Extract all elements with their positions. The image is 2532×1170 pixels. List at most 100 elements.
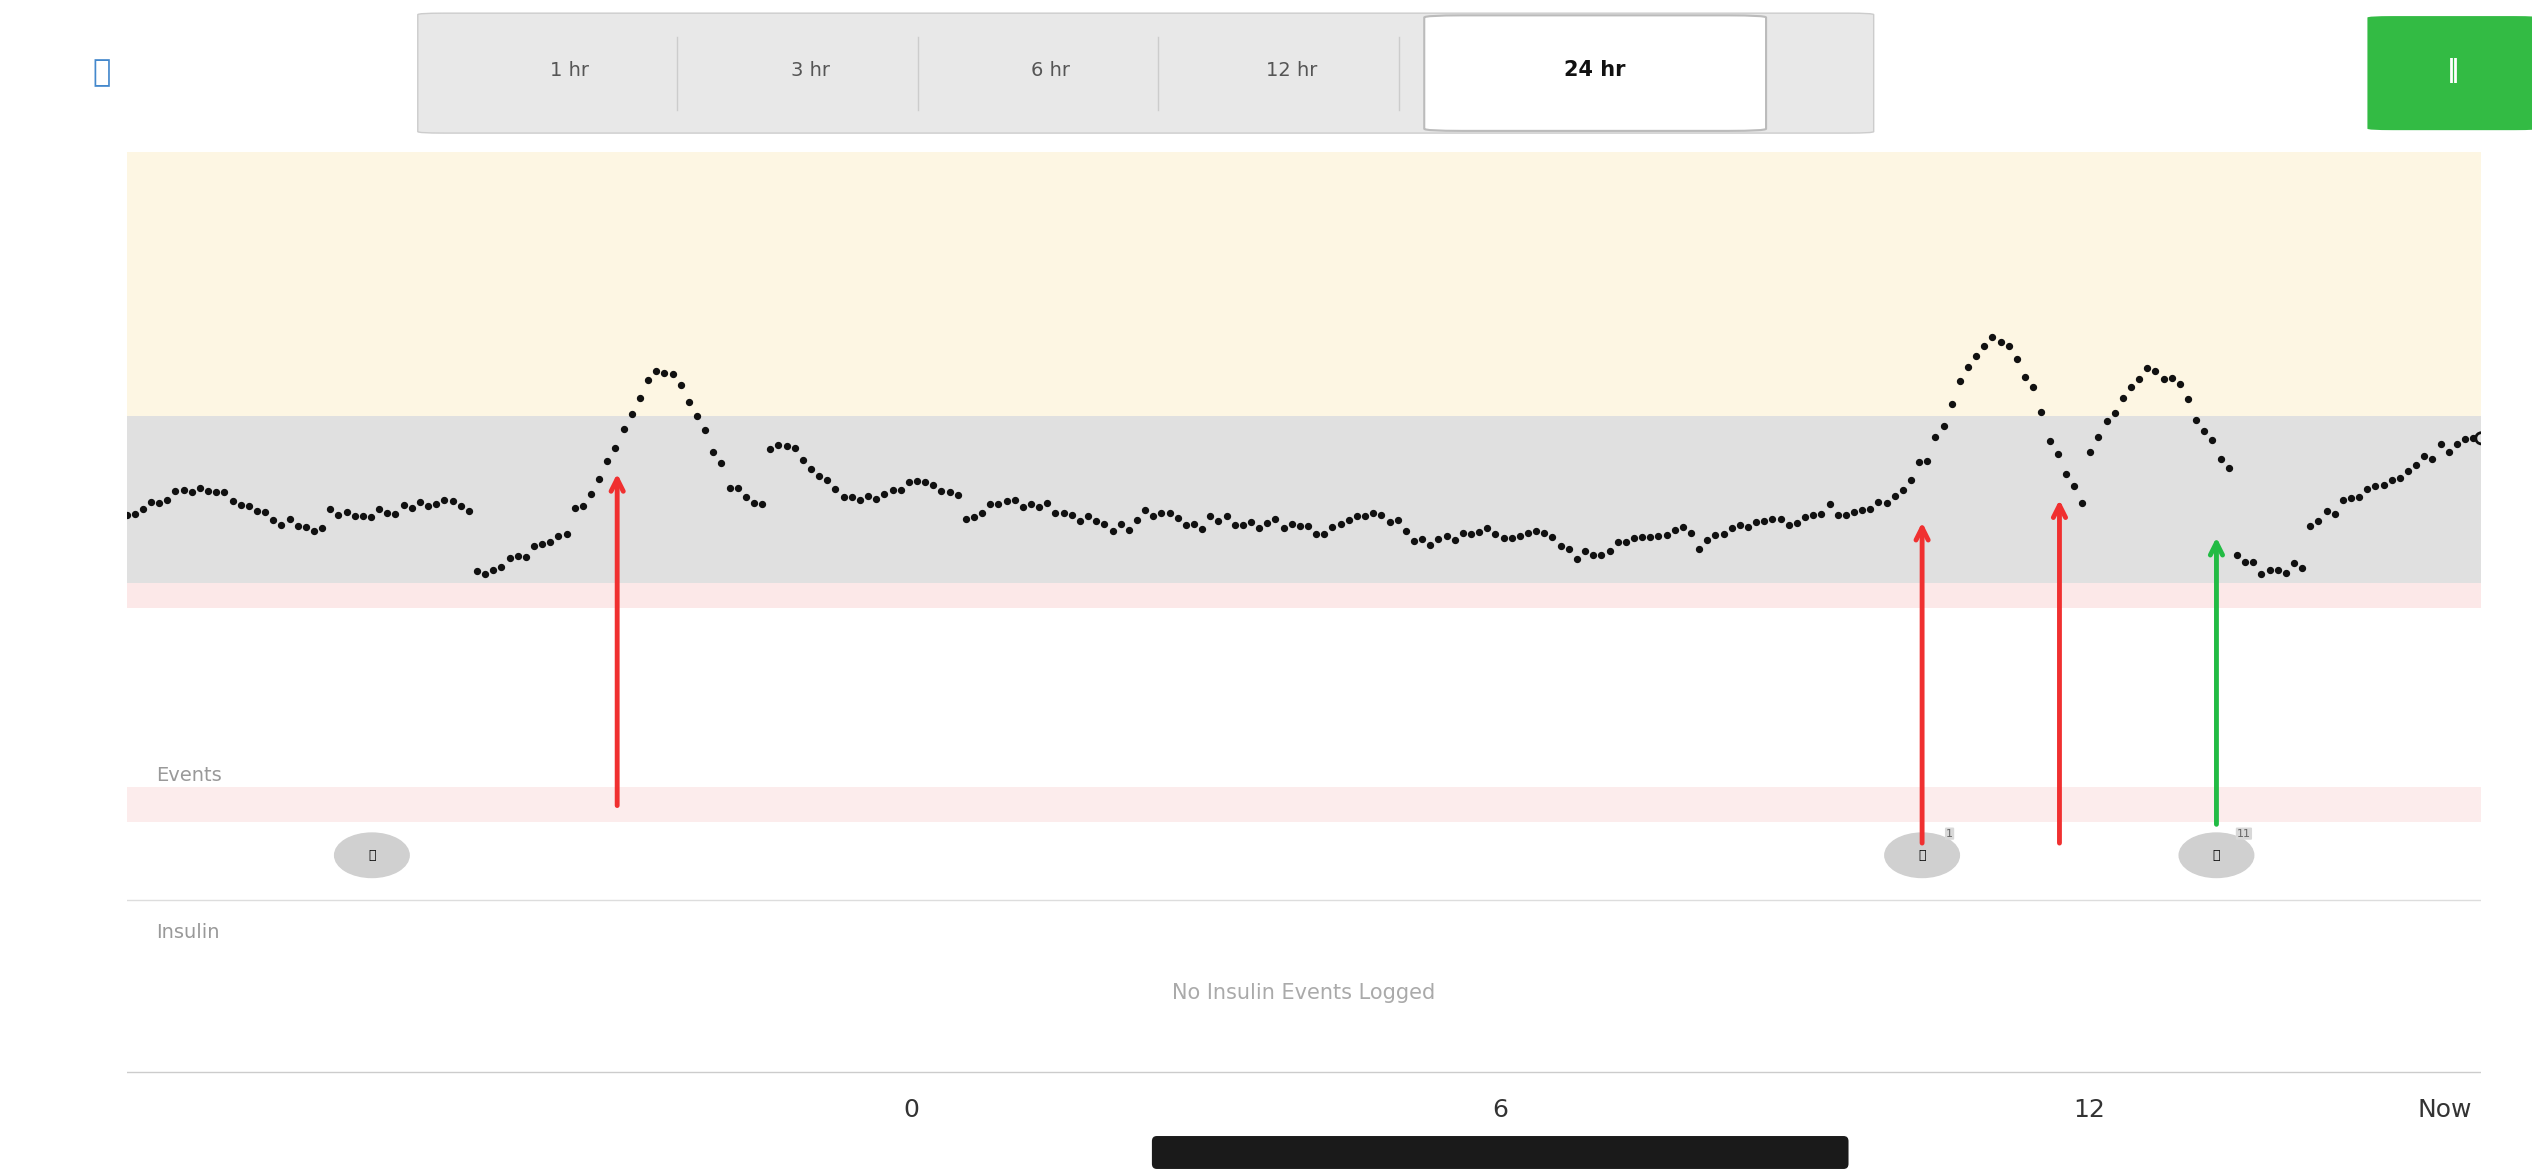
Point bbox=[2340, 488, 2380, 507]
Point bbox=[1955, 347, 1995, 366]
Point bbox=[1329, 510, 1370, 529]
Point bbox=[408, 497, 448, 516]
Point bbox=[2248, 560, 2289, 579]
Point bbox=[246, 503, 286, 522]
Text: 11: 11 bbox=[2236, 828, 2251, 839]
Point bbox=[742, 494, 782, 512]
Point bbox=[1580, 545, 1620, 564]
Point bbox=[1517, 522, 1557, 541]
Point bbox=[466, 565, 506, 584]
Point bbox=[1565, 542, 1605, 560]
Point bbox=[1646, 525, 1686, 544]
Point bbox=[352, 508, 392, 526]
Point bbox=[1091, 522, 1132, 541]
Point bbox=[1874, 487, 1914, 505]
Point bbox=[2046, 464, 2086, 483]
Point bbox=[1924, 417, 1965, 435]
Point bbox=[2241, 565, 2281, 584]
Point bbox=[2436, 434, 2476, 453]
Point bbox=[1198, 511, 1238, 530]
Point bbox=[2005, 367, 2046, 386]
Point bbox=[775, 439, 815, 457]
Point bbox=[1319, 515, 1360, 534]
Point bbox=[1036, 504, 1076, 523]
Point bbox=[1712, 518, 1752, 537]
Point bbox=[1800, 505, 1841, 524]
Point bbox=[2079, 427, 2119, 446]
Point bbox=[1426, 526, 1466, 545]
Point bbox=[1182, 519, 1223, 538]
Point bbox=[1205, 507, 1246, 525]
Point bbox=[1557, 550, 1598, 569]
Point bbox=[342, 507, 382, 525]
Point bbox=[309, 500, 349, 518]
Point bbox=[2274, 553, 2314, 572]
Point bbox=[1653, 521, 1694, 539]
Point bbox=[823, 488, 863, 507]
Text: 🏃: 🏃 bbox=[1919, 848, 1927, 862]
Point bbox=[1833, 503, 1874, 522]
Point bbox=[2299, 511, 2340, 530]
Point bbox=[1101, 515, 1142, 534]
Point bbox=[1132, 507, 1172, 525]
Point bbox=[668, 393, 709, 412]
Point bbox=[1263, 518, 1304, 537]
Point bbox=[1223, 516, 1263, 535]
Point bbox=[1231, 514, 1271, 532]
Point bbox=[863, 484, 904, 503]
Point bbox=[653, 365, 694, 384]
Text: 1 hr: 1 hr bbox=[549, 61, 590, 80]
Point bbox=[1117, 510, 1157, 529]
Point bbox=[800, 467, 841, 486]
FancyBboxPatch shape bbox=[418, 13, 1874, 133]
Point bbox=[701, 454, 742, 473]
Point bbox=[294, 522, 334, 541]
Point bbox=[253, 510, 294, 529]
Point bbox=[2102, 388, 2142, 407]
Point bbox=[1370, 512, 1410, 531]
Point bbox=[1679, 539, 1719, 558]
Point bbox=[448, 502, 489, 521]
Point bbox=[987, 491, 1028, 510]
Circle shape bbox=[2180, 833, 2253, 878]
Point bbox=[1785, 508, 1826, 526]
Point bbox=[1337, 507, 1377, 525]
Point bbox=[165, 481, 205, 500]
Point bbox=[1980, 333, 2021, 352]
Text: 3 hr: 3 hr bbox=[790, 61, 830, 80]
Point bbox=[1866, 494, 1907, 512]
Point bbox=[2428, 443, 2469, 462]
Point bbox=[1767, 516, 1808, 535]
Point bbox=[1157, 508, 1198, 526]
Point bbox=[1907, 452, 1947, 470]
Text: 12 hr: 12 hr bbox=[1266, 61, 1317, 80]
Point bbox=[1532, 528, 1572, 546]
Point bbox=[1256, 510, 1296, 529]
Point bbox=[213, 493, 253, 511]
Point bbox=[154, 481, 195, 500]
Point bbox=[1084, 515, 1124, 534]
Point bbox=[1403, 529, 1443, 548]
Point bbox=[808, 470, 848, 489]
Point bbox=[676, 406, 717, 425]
Point bbox=[1623, 528, 1664, 546]
Point bbox=[2403, 447, 2443, 466]
Point bbox=[694, 442, 734, 461]
Point bbox=[1613, 529, 1653, 548]
Point bbox=[1972, 328, 2013, 346]
Point bbox=[2061, 494, 2102, 512]
Point bbox=[1458, 523, 1499, 542]
Point bbox=[871, 481, 912, 500]
Point bbox=[1572, 546, 1613, 565]
Point bbox=[914, 475, 955, 494]
Point bbox=[757, 435, 798, 454]
Point bbox=[2461, 429, 2502, 448]
Point bbox=[922, 482, 962, 501]
Point bbox=[889, 473, 929, 491]
Point bbox=[489, 549, 529, 567]
Point bbox=[2127, 358, 2167, 377]
Point bbox=[1899, 453, 1940, 472]
Point bbox=[1061, 511, 1101, 530]
Point bbox=[1476, 524, 1517, 543]
Point bbox=[1686, 531, 1727, 550]
